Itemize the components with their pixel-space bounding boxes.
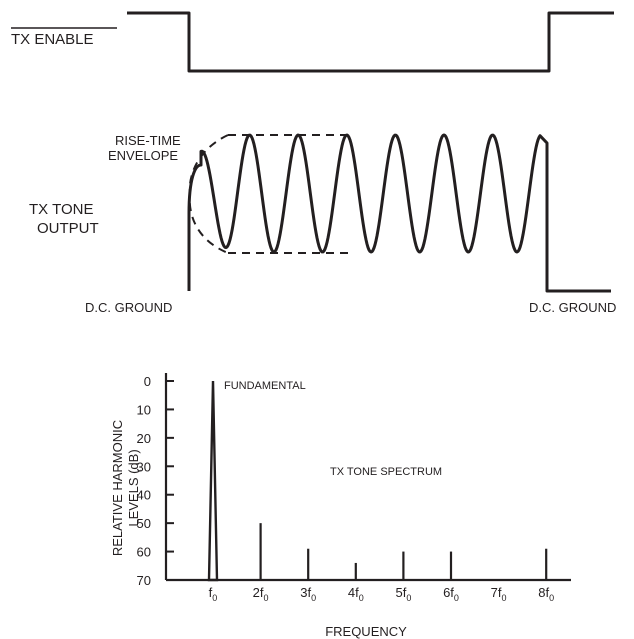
x-axis-label: FREQUENCY <box>325 624 407 639</box>
y-tick-label: 10 <box>137 402 151 417</box>
y-tick-label: 20 <box>137 431 151 446</box>
dc-ground-right-label: D.C. GROUND <box>529 300 616 315</box>
tx-tone-waveform: RISE-TIME ENVELOPE TX TONE OUTPUT D.C. G… <box>29 133 616 315</box>
x-tick-label: f0 <box>209 585 218 603</box>
x-tick-label: 7f0 <box>491 585 507 603</box>
bar-group <box>207 380 548 582</box>
y-tick-label: 50 <box>137 516 151 531</box>
x-tick-group: f0 2f0 3f0 4f0 5f0 6f0 7f0 8f0 <box>209 585 554 603</box>
tx-enable-signal <box>127 11 614 73</box>
tx-enable-waveform: TX ENABLE <box>11 11 614 73</box>
bar-fundamental <box>207 380 219 582</box>
y-tick-label: 70 <box>137 573 151 588</box>
y-axis-label: RELATIVE HARMONIC LEVELS (dB) <box>110 420 141 556</box>
chart-title: TX TONE SPECTRUM <box>330 466 442 478</box>
x-tick-label: 5f0 <box>395 585 411 603</box>
rise-time-label-line1: RISE-TIME <box>115 133 181 148</box>
y-axis-label-line2: LEVELS (dB) <box>126 449 141 526</box>
x-tick-label: 8f0 <box>538 585 554 603</box>
y-tick-group: 0 10 20 30 40 50 60 70 <box>137 374 174 588</box>
x-tick-label: 6f0 <box>443 585 459 603</box>
y-tick-label: 30 <box>137 459 151 474</box>
y-tick-label: 60 <box>137 545 151 560</box>
y-tick-label: 40 <box>137 488 151 503</box>
rise-time-label-line2: ENVELOPE <box>108 148 178 163</box>
tone-output-label-line1: TX TONE <box>29 201 93 218</box>
tx-enable-label: TX ENABLE <box>11 31 94 48</box>
y-axis-label-line1: RELATIVE HARMONIC <box>110 420 125 556</box>
dc-ground-left-label: D.C. GROUND <box>85 300 172 315</box>
x-tick-label: 3f0 <box>300 585 316 603</box>
x-tick-label: 4f0 <box>348 585 364 603</box>
tone-signal <box>187 133 611 293</box>
x-tick-label: 2f0 <box>253 585 269 603</box>
fundamental-annotation: FUNDAMENTAL <box>224 380 306 392</box>
y-tick-label: 0 <box>144 374 151 389</box>
tone-output-label-line2: OUTPUT <box>37 220 99 237</box>
